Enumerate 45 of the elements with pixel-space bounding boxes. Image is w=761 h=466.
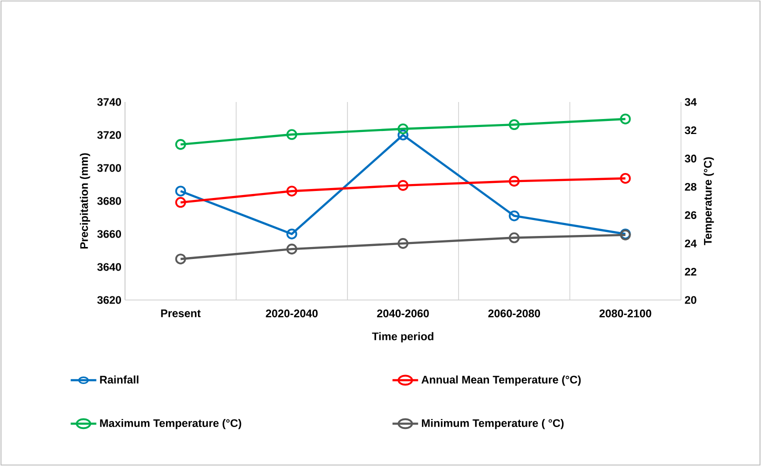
legend-label: Maximum Temperature (°C) xyxy=(100,418,242,430)
x-axis-title: Time period xyxy=(372,332,434,342)
point xyxy=(175,197,186,208)
point xyxy=(508,119,520,130)
point xyxy=(286,228,298,240)
point xyxy=(620,114,631,124)
x-tick-label: 2020-2040 xyxy=(266,310,318,318)
point xyxy=(286,244,298,254)
point xyxy=(398,180,408,191)
y2-tick-label: 24 xyxy=(684,240,697,248)
x-tick-label: 2060-2080 xyxy=(488,310,540,318)
y2-tick-label: 28 xyxy=(684,182,696,191)
point xyxy=(398,130,408,140)
point xyxy=(398,238,408,249)
y-axis-title: Precipitation (mm) xyxy=(80,153,90,249)
y2-tick-label: 20 xyxy=(684,296,696,304)
y-tick-label: 3660 xyxy=(97,230,122,238)
legend-label: Annual Mean Temperature (°C) xyxy=(421,375,581,386)
point xyxy=(398,123,408,134)
x-tick-label: 2040-2060 xyxy=(377,310,429,318)
point xyxy=(286,186,298,196)
y2-tick-label: 34 xyxy=(684,98,697,106)
point xyxy=(286,129,298,140)
y2-tick-label: 26 xyxy=(684,211,696,220)
point xyxy=(508,176,520,187)
point xyxy=(620,172,631,184)
y-tick-label: 3620 xyxy=(97,296,122,304)
x-tick-label: 2080-2100 xyxy=(599,310,652,318)
y2-tick-label: 32 xyxy=(684,126,696,134)
point xyxy=(175,186,186,196)
y2-tick-label: 22 xyxy=(684,268,696,276)
y-tick-label: 3680 xyxy=(97,197,122,205)
point xyxy=(508,232,520,244)
y2-axis-title: Temperature (°C) xyxy=(704,157,714,246)
y-tick-label: 3720 xyxy=(97,131,122,139)
y-tick-label: 3700 xyxy=(97,164,122,172)
point xyxy=(175,139,186,150)
point xyxy=(175,254,186,264)
legend-label: Rainfall xyxy=(100,375,138,384)
y-tick-label: 3740 xyxy=(97,98,122,106)
point xyxy=(508,210,520,222)
x-tick-label: Present xyxy=(161,310,201,318)
y-tick-label: 3640 xyxy=(97,263,122,271)
y2-tick-label: 30 xyxy=(684,154,696,162)
legend-label: Minimum Temperature ( °C) xyxy=(422,418,564,430)
